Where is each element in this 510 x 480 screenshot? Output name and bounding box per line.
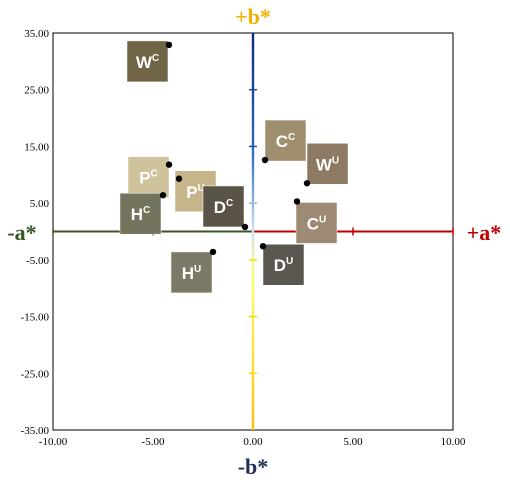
axes-layer [52, 33, 454, 430]
point-marker [293, 198, 301, 205]
sample-swatch [295, 202, 338, 244]
y-tick-label: -5.00 [26, 255, 49, 267]
axis-label-neg-b: -b* [238, 454, 269, 479]
x-tick-label: 0.00 [243, 436, 263, 448]
y-tick-label: -35.00 [21, 425, 50, 437]
point-marker [209, 248, 217, 256]
sample-swatch [202, 185, 245, 228]
sample-swatch [126, 40, 169, 83]
axis-label-pos-b: +b* [235, 4, 271, 29]
data-point-pc: PC [127, 156, 173, 198]
data-point-dc: DC [202, 185, 249, 231]
data-point-hu: HU [170, 248, 217, 294]
x-tick-label: 5.00 [343, 436, 363, 448]
x-tick-label: -5.00 [142, 436, 165, 448]
sample-label-sup: U [194, 264, 201, 275]
sample-label-sup: C [151, 169, 158, 180]
x-tick-label: 10.00 [441, 436, 466, 448]
point-marker [259, 243, 267, 250]
data-point-cc: CC [261, 119, 307, 164]
y-tick-label: 35.00 [24, 28, 49, 40]
y-tick-label: 15.00 [24, 141, 49, 153]
point-marker [261, 156, 269, 164]
x-tick-label: -10.00 [39, 436, 68, 448]
y-tick-label: 5.00 [30, 198, 50, 210]
sample-label-sup: C [143, 205, 150, 216]
sample-label-sup: U [319, 214, 326, 225]
sample-label-sup: C [288, 132, 295, 143]
sample-label-sup: C [152, 53, 159, 64]
point-marker [175, 175, 183, 182]
data-point-cu: CU [293, 198, 338, 244]
sample-swatch [127, 156, 170, 198]
tick-labels: 35.00 25.00 15.00 5.00 -5.00 -15.00 -25.00 -35.… [21, 28, 466, 448]
data-point-hc: HC [119, 192, 167, 235]
sample-label-sup: U [332, 155, 339, 166]
data-point-wu: WU [303, 143, 349, 187]
b-axis [251, 33, 255, 430]
point-marker [241, 223, 249, 231]
point-marker [165, 161, 173, 168]
point-marker [165, 41, 173, 49]
sample-label-sup: U [198, 183, 205, 194]
point-marker [303, 180, 311, 187]
data-point-du: DU [259, 243, 305, 286]
y-tick-label: -25.00 [21, 368, 50, 380]
sample-label-sup: C [226, 198, 233, 209]
y-tick-label: -15.00 [21, 312, 50, 324]
sample-swatch [306, 143, 349, 185]
sample-swatch [119, 192, 162, 235]
sample-swatch [262, 243, 305, 286]
axis-label-pos-a: +a* [467, 220, 502, 245]
y-tick-label: 25.00 [24, 85, 49, 97]
sample-swatch [264, 119, 307, 162]
axis-label-neg-a: -a* [7, 220, 36, 245]
point-marker [159, 192, 167, 199]
sample-label-sup: U [286, 256, 293, 267]
data-point-wc: WC [126, 40, 173, 83]
sample-swatch [170, 251, 213, 294]
